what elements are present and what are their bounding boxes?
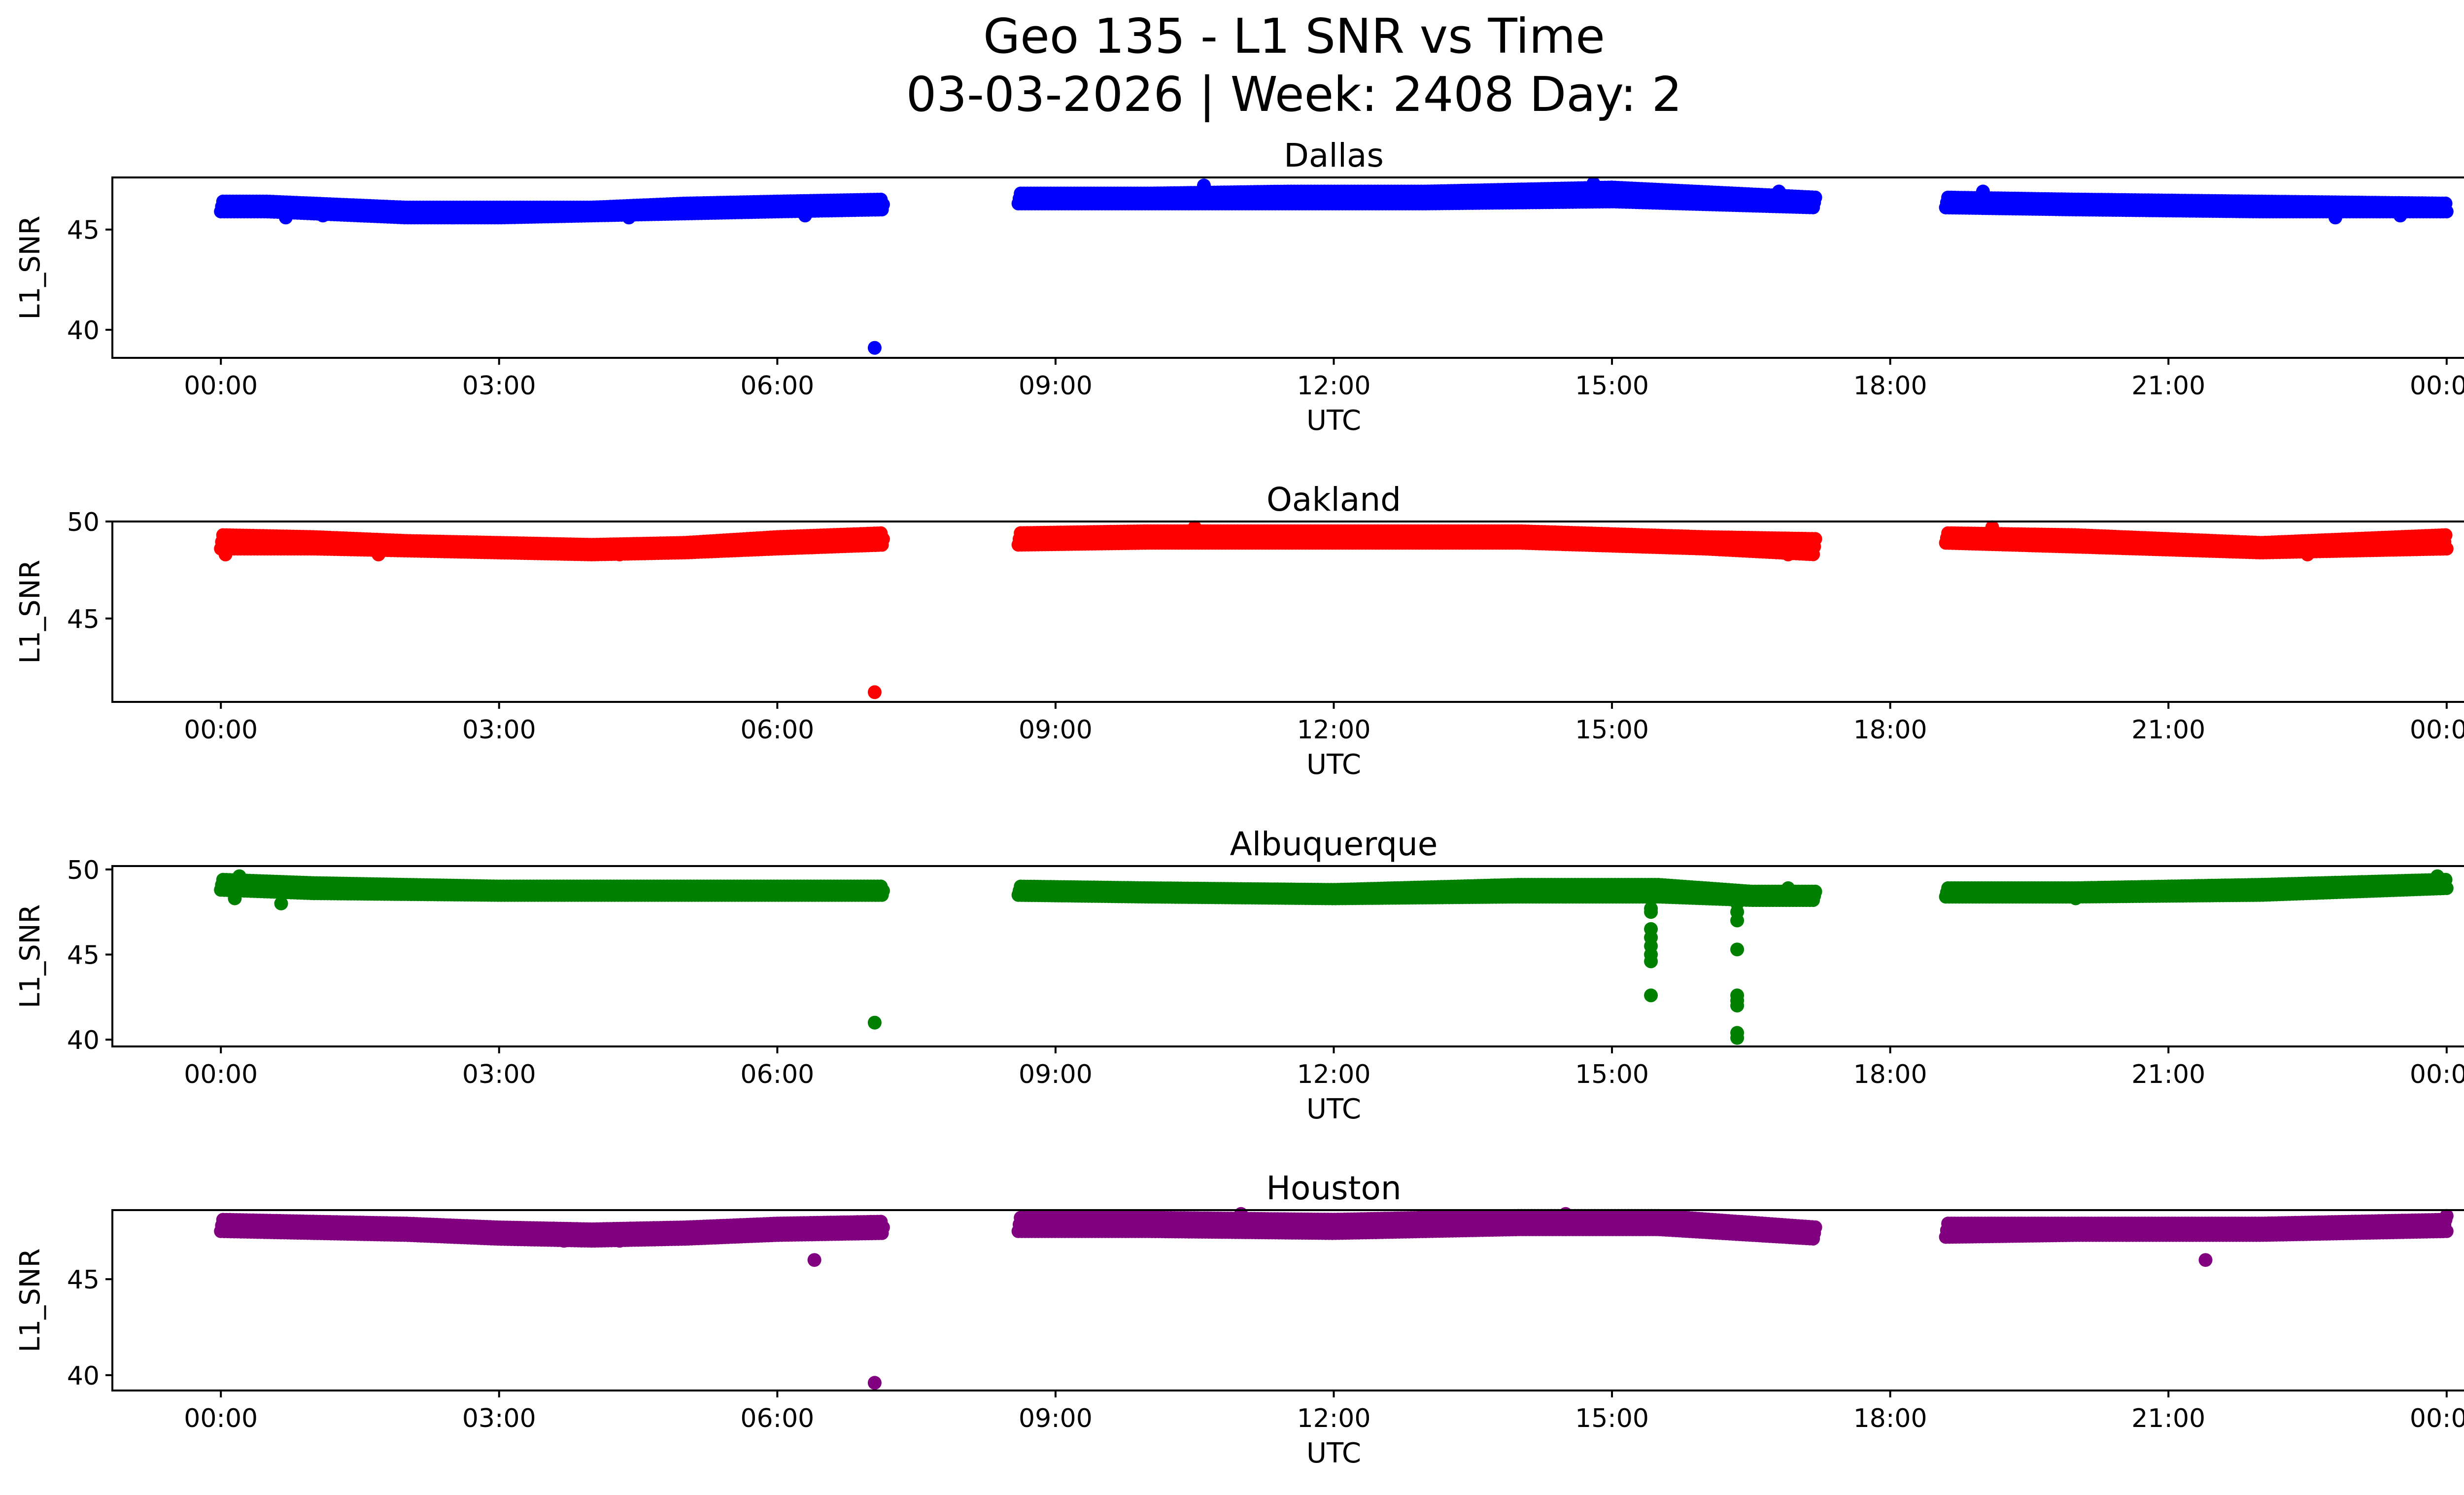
x-tick-label: 21:00 xyxy=(2131,371,2205,401)
x-tick-label: 03:00 xyxy=(462,715,536,745)
x-tick-label: 00:00 xyxy=(184,371,258,401)
x-axis-label: UTC xyxy=(1306,405,1361,437)
x-tick-label: 21:00 xyxy=(2131,715,2205,745)
outlier-point xyxy=(218,547,233,561)
panel-title: Dallas xyxy=(1284,137,1384,174)
outlier-point xyxy=(1197,178,1211,193)
x-tick-label: 18:00 xyxy=(1853,715,1927,745)
x-tick-label: 00:00 xyxy=(184,715,258,745)
outlier-point xyxy=(445,210,460,225)
x-axis-label: UTC xyxy=(1306,749,1361,781)
outlier-point xyxy=(2300,547,2315,561)
panel-title: Albuquerque xyxy=(1230,825,1438,863)
outlier-point xyxy=(2393,209,2407,223)
y-tick-label: 40 xyxy=(67,316,100,346)
outlier-point xyxy=(1772,184,1786,199)
x-tick-label: 09:00 xyxy=(1019,371,1093,401)
data-point xyxy=(1808,884,1822,899)
data-points xyxy=(214,520,2454,699)
outlier-point xyxy=(316,209,330,223)
data-point xyxy=(1808,532,1822,546)
data-point xyxy=(876,532,890,546)
outlier-point xyxy=(1976,184,1990,199)
panels: Dallas L1_SNR 40 45 00:00 03:00 06:00 09:00 12:0… xyxy=(14,137,2464,1469)
outlier-point xyxy=(372,547,386,561)
y-tick-label: 45 xyxy=(67,605,100,634)
x-tick-label: 03:00 xyxy=(462,371,536,401)
data-point xyxy=(1808,190,1822,205)
y-tick-label: 45 xyxy=(67,216,100,245)
data-point xyxy=(2438,528,2453,542)
outlier-point xyxy=(798,209,812,223)
y-axis-label: L1_SNR xyxy=(14,904,46,1008)
x-tick-label: 15:00 xyxy=(1575,371,1649,401)
data-point xyxy=(876,197,890,211)
chart-title-line1: Geo 135 - L1 SNR vs Time xyxy=(983,8,1605,64)
panel-title: Oakland xyxy=(1266,481,1401,519)
x-tick-label: 18:00 xyxy=(1853,371,1927,401)
outlier-point xyxy=(1586,176,1601,191)
x-tick-label: 09:00 xyxy=(1019,715,1093,745)
outlier-point xyxy=(1781,547,1795,561)
data-point xyxy=(876,884,890,898)
panel-dallas: Dallas L1_SNR 40 45 00:00 03:00 06:00 09:00 12:0… xyxy=(14,137,2464,437)
x-tick-label: 00:00 xyxy=(2410,715,2464,745)
x-tick-label: 06:00 xyxy=(740,715,814,745)
y-axis-label: L1_SNR xyxy=(14,559,46,663)
y-tick-label: 50 xyxy=(67,508,100,537)
outlier-point xyxy=(278,210,293,225)
y-axis-label: L1_SNR xyxy=(14,215,46,319)
chart-title-line2: 03-03-2026 | Week: 2408 Day: 2 xyxy=(906,67,1682,123)
outlier-point xyxy=(622,210,636,225)
x-tick-label: 12:00 xyxy=(1297,371,1371,401)
outlier-point xyxy=(613,547,627,561)
data-point xyxy=(2439,542,2454,556)
outlier-point xyxy=(867,341,882,355)
data-points xyxy=(214,869,2454,1045)
data-point xyxy=(2439,205,2454,219)
outlier-point xyxy=(2328,210,2342,225)
x-tick-label: 15:00 xyxy=(1575,715,1649,745)
panel-oakland: Oakland L1_SNR 45 50 00:00 03:00 06:00 09:00 12:… xyxy=(14,481,2464,781)
data-points xyxy=(214,176,2454,355)
x-tick-label: 06:00 xyxy=(740,371,814,401)
outlier-point xyxy=(867,685,882,699)
x-tick-label: 00:00 xyxy=(2410,371,2464,401)
x-tick-label: 12:00 xyxy=(1297,715,1371,745)
